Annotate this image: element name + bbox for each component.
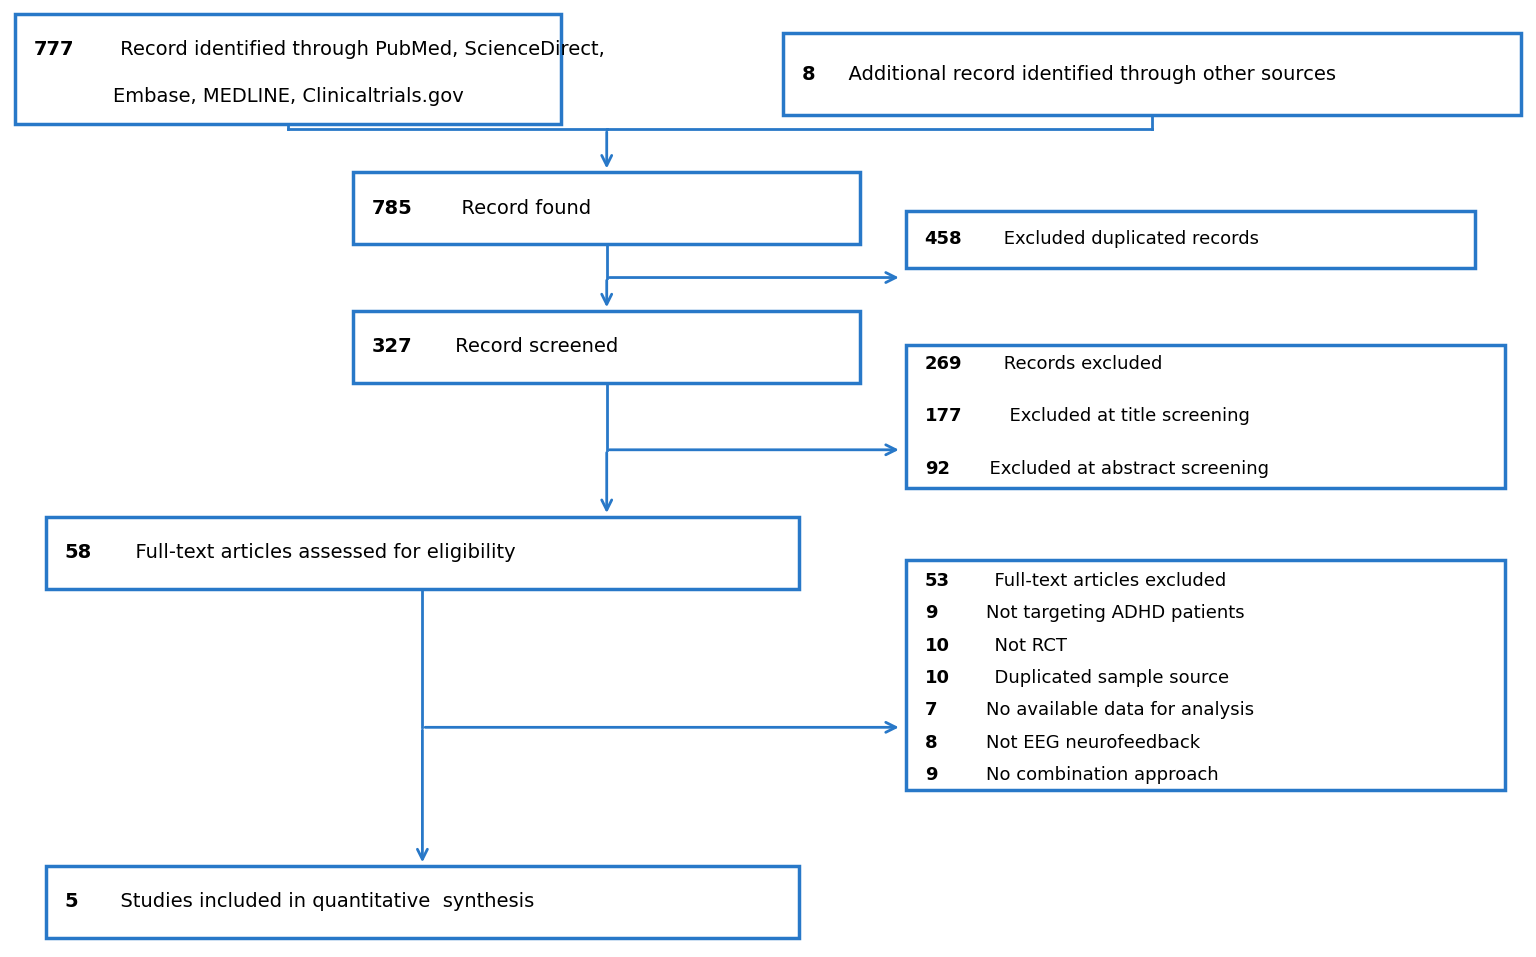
Text: Embase, MEDLINE, Clinicaltrials.gov: Embase, MEDLINE, Clinicaltrials.gov (112, 87, 464, 106)
Text: Record identified through PubMed, ScienceDirect,: Record identified through PubMed, Scienc… (114, 40, 604, 59)
Text: 7: 7 (925, 701, 937, 720)
Text: Record found: Record found (449, 199, 591, 217)
FancyBboxPatch shape (46, 517, 799, 589)
FancyBboxPatch shape (353, 311, 860, 383)
Text: Additional record identified through other sources: Additional record identified through oth… (836, 65, 1336, 83)
Text: 92: 92 (925, 460, 949, 478)
Text: 9: 9 (925, 604, 937, 622)
Text: Excluded at abstract screening: Excluded at abstract screening (978, 460, 1269, 478)
Text: 177: 177 (925, 408, 962, 425)
FancyBboxPatch shape (906, 345, 1505, 488)
Text: Record screened: Record screened (449, 338, 617, 356)
FancyBboxPatch shape (906, 560, 1505, 790)
FancyBboxPatch shape (906, 211, 1475, 268)
Text: Not RCT: Not RCT (983, 636, 1068, 655)
Text: 785: 785 (372, 199, 413, 217)
Text: Excluded duplicated records: Excluded duplicated records (998, 231, 1260, 248)
Text: Studies included in quantitative  synthesis: Studies included in quantitative synthes… (108, 893, 535, 911)
FancyBboxPatch shape (15, 14, 561, 124)
Text: 53: 53 (925, 572, 949, 590)
Text: 777: 777 (34, 40, 74, 59)
Text: 10: 10 (925, 636, 949, 655)
Text: 5: 5 (65, 893, 78, 911)
FancyBboxPatch shape (783, 33, 1521, 115)
FancyBboxPatch shape (353, 172, 860, 244)
Text: Not targeting ADHD patients: Not targeting ADHD patients (963, 604, 1244, 622)
Text: 327: 327 (372, 338, 412, 356)
Text: Full-text articles assessed for eligibility: Full-text articles assessed for eligibil… (123, 544, 516, 562)
Text: 10: 10 (925, 669, 949, 687)
Text: Excluded at title screening: Excluded at title screening (998, 408, 1250, 425)
Text: 458: 458 (925, 231, 962, 248)
Text: Records excluded: Records excluded (998, 355, 1163, 372)
Text: No combination approach: No combination approach (963, 767, 1218, 784)
FancyBboxPatch shape (46, 866, 799, 938)
Text: 9: 9 (925, 767, 937, 784)
Text: 58: 58 (65, 544, 92, 562)
Text: No available data for analysis: No available data for analysis (963, 701, 1255, 720)
Text: Duplicated sample source: Duplicated sample source (983, 669, 1229, 687)
Text: Not EEG neurofeedback: Not EEG neurofeedback (963, 734, 1200, 752)
Text: 269: 269 (925, 355, 962, 372)
Text: 8: 8 (925, 734, 937, 752)
Text: Full-text articles excluded: Full-text articles excluded (983, 572, 1226, 590)
Text: 8: 8 (802, 65, 816, 83)
